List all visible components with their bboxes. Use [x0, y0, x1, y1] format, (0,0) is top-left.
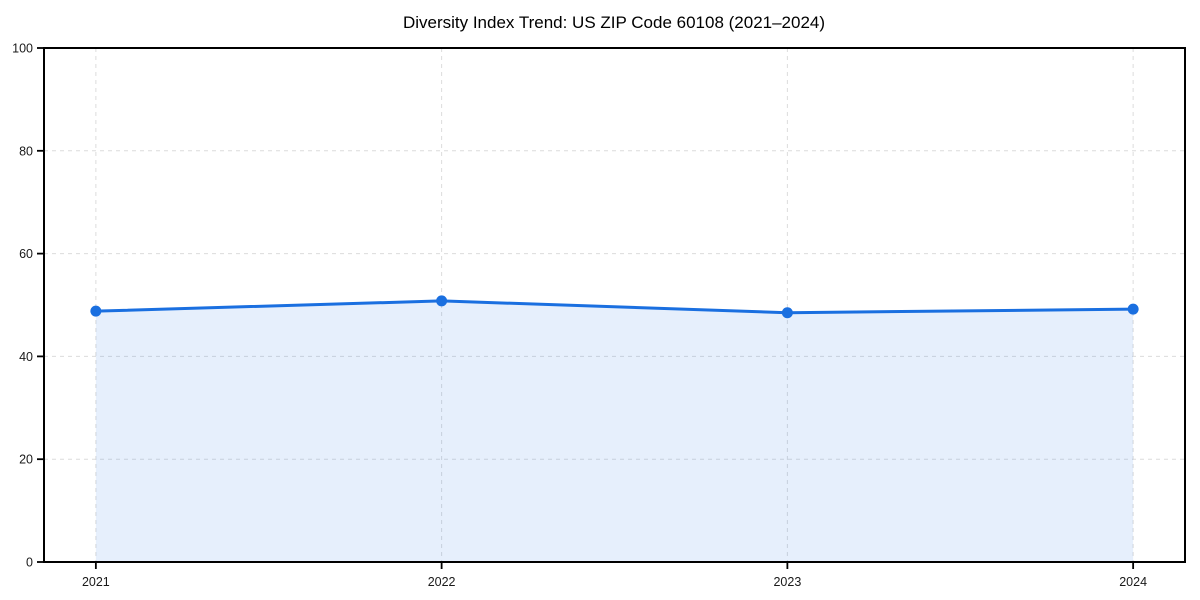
- y-tick-label: 0: [26, 556, 33, 570]
- axes-frame: [43, 47, 1186, 563]
- y-tick-label: 60: [19, 247, 33, 261]
- y-tick-label: 40: [19, 350, 33, 364]
- y-tick-label: 100: [12, 42, 33, 56]
- data-point: [1127, 303, 1139, 315]
- data-point: [781, 307, 793, 319]
- axes-layer: 0 20 40 60 80 100 2021 2022 2023 2024: [12, 42, 1186, 589]
- data-series-layer: [90, 295, 1139, 562]
- y-tick-label: 80: [19, 144, 33, 158]
- x-tick-label: 2022: [428, 575, 456, 589]
- area-fill: [95, 300, 1134, 562]
- y-tick-label: 20: [19, 453, 33, 467]
- data-point: [90, 305, 102, 317]
- data-point: [436, 295, 448, 307]
- trend-line: [94, 299, 1135, 315]
- x-tick-label: 2023: [773, 575, 801, 589]
- x-tick-label: 2021: [82, 575, 110, 589]
- chart-title: Diversity Index Trend: US ZIP Code 60108…: [403, 13, 825, 32]
- x-tick-label: 2024: [1119, 575, 1147, 589]
